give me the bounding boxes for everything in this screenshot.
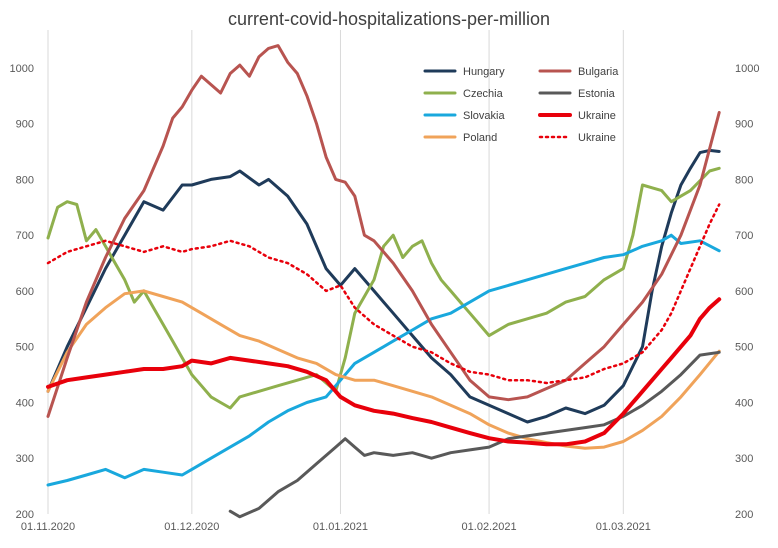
y-axis-left-ticks: 200 300 400 500 600 700 800 900 1000 — [10, 63, 34, 521]
chart-title: current-covid-hospitalizations-per-milli… — [228, 9, 550, 29]
legend-label: Czechia — [463, 88, 504, 100]
y-tick-right-label: 600 — [735, 286, 753, 298]
x-tick-label: 01.11.2020 — [21, 521, 75, 533]
legend-label: Hungary — [463, 66, 505, 78]
legend-label: Estonia — [578, 88, 616, 100]
y-tick-left-label: 1000 — [10, 63, 34, 75]
y-tick-right-label: 200 — [735, 509, 753, 521]
grid-lines — [47, 30, 624, 514]
y-tick-left-label: 400 — [16, 397, 34, 409]
series-line-bulgaria — [46, 44, 721, 418]
y-tick-right-label: 300 — [735, 453, 753, 465]
series-line-czechia — [46, 166, 721, 410]
x-tick-label: 01.03.2021 — [596, 521, 651, 533]
y-tick-left-label: 900 — [16, 119, 34, 131]
y-tick-left-label: 700 — [16, 230, 34, 242]
series-line-poland — [46, 289, 721, 450]
legend: Hungary Czechia Slovakia Poland Bulgaria Esto… — [423, 66, 619, 144]
y-tick-left-label: 800 — [16, 174, 34, 186]
y-tick-left-label: 300 — [16, 453, 34, 465]
legend-label: Bulgaria — [578, 66, 619, 78]
y-axis-right-ticks: 200 300 400 500 600 700 800 900 1000 — [735, 63, 759, 521]
y-tick-left-label: 600 — [16, 286, 34, 298]
series-line-ukraine — [46, 297, 722, 447]
series-line-slovakia — [46, 233, 721, 487]
y-tick-right-label: 700 — [735, 230, 753, 242]
y-tick-right-label: 500 — [735, 342, 753, 354]
x-tick-label: 01.01.2021 — [313, 521, 368, 533]
y-tick-left-label: 500 — [16, 342, 34, 354]
y-tick-right-label: 900 — [735, 119, 753, 131]
legend-label: Ukraine — [578, 110, 616, 122]
series-lines — [46, 44, 722, 519]
legend-label: Ukraine — [578, 132, 616, 144]
legend-label: Slovakia — [463, 110, 505, 122]
y-tick-left-label: 200 — [16, 509, 34, 521]
y-tick-right-label: 400 — [735, 397, 753, 409]
series-line-ukraine-dotted — [46, 203, 721, 385]
y-tick-right-label: 800 — [735, 174, 753, 186]
x-tick-label: 01.02.2021 — [462, 521, 517, 533]
x-axis-ticks: 01.11.2020 01.12.2020 01.01.2021 01.02.2021… — [21, 521, 651, 533]
series-line-estonia — [228, 350, 721, 519]
x-tick-label: 01.12.2020 — [164, 521, 219, 533]
legend-label: Poland — [463, 132, 497, 144]
y-tick-right-label: 1000 — [735, 63, 759, 75]
